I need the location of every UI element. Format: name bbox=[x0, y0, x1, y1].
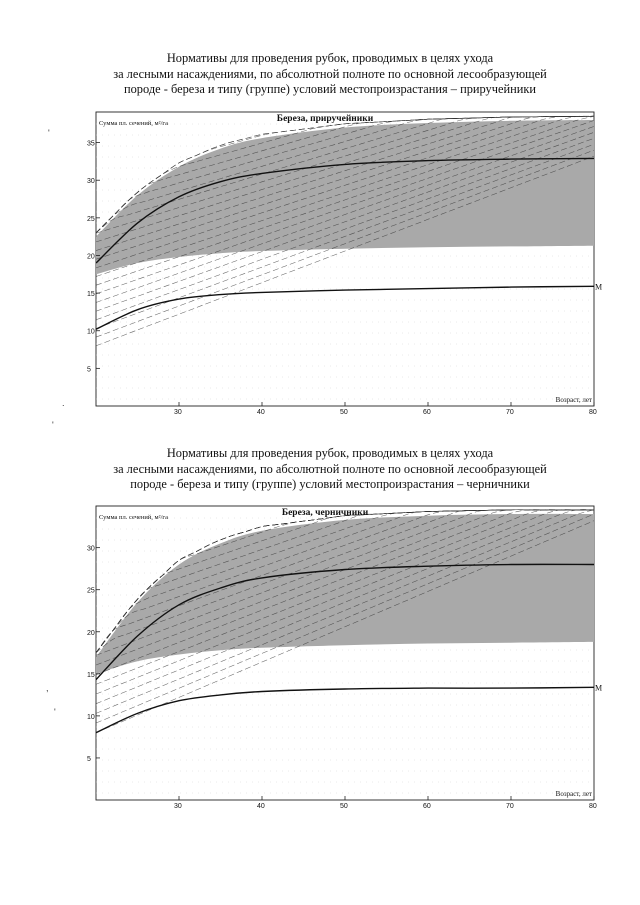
growth-curve-dashed bbox=[96, 509, 594, 675]
x-tick-label: 60 bbox=[423, 803, 431, 809]
x-tick-label: 70 bbox=[506, 409, 514, 415]
chart-2-svg: 5 10 15 20 25 30 30 40 50 60 70 80 М Береза, чернични… bbox=[87, 505, 602, 809]
chart-2-heading: Нормативы для проведения рубок, проводим… bbox=[60, 446, 600, 493]
y-tick-label: 15 bbox=[87, 672, 95, 679]
growth-curve-dashed bbox=[96, 115, 594, 251]
margin-mark: , bbox=[46, 683, 49, 693]
growth-curve-dashed bbox=[96, 126, 594, 303]
y-tick-label: 5 bbox=[87, 756, 91, 763]
y-axis-label: Сумма пл. сечений, м²/га bbox=[99, 514, 168, 521]
growth-curve-dashed bbox=[96, 120, 594, 295]
margin-mark: ' bbox=[54, 707, 56, 717]
x-tick-label: 80 bbox=[589, 409, 597, 415]
x-tick-label: 40 bbox=[257, 803, 265, 809]
stocking-band bbox=[96, 120, 594, 275]
series-minimum-line bbox=[96, 686, 594, 734]
growth-curve-dashed bbox=[96, 149, 594, 338]
growth-curve-dashed bbox=[96, 513, 594, 724]
growth-curve-dashed bbox=[96, 509, 594, 685]
heading-line: Нормативы для проведения рубок, проводим… bbox=[166, 51, 494, 65]
chart-1-svg: 5 10 15 20 25 30 35 30 40 50 60 70 80 М Береза, прируч… bbox=[87, 111, 602, 415]
growth-curve-dashed bbox=[96, 115, 594, 277]
x-tick-label: 50 bbox=[340, 803, 348, 809]
y-tick-label: 15 bbox=[87, 291, 95, 298]
x-tick-label: 30 bbox=[174, 409, 182, 415]
y-axis-label: Сумма пл. сечений, м²/га bbox=[99, 120, 168, 127]
y-tick-label: 5 bbox=[87, 366, 91, 373]
heading-line: породе - береза и типу (группе) условий … bbox=[123, 82, 537, 96]
x-tick-label: 80 bbox=[589, 803, 597, 809]
y-tick-label: 25 bbox=[87, 588, 95, 595]
growth-curve-dashed bbox=[96, 115, 594, 234]
heading-line: Нормативы для проведения рубок, проводим… bbox=[166, 446, 494, 460]
y-tick-label: 35 bbox=[87, 141, 95, 148]
growth-curve-dashed bbox=[96, 509, 594, 653]
growth-curve-dashed bbox=[96, 115, 594, 269]
growth-curve-dashed bbox=[96, 115, 594, 234]
y-tick-label: 10 bbox=[87, 329, 95, 336]
growth-curve-dashed bbox=[96, 509, 594, 653]
x-tick-label: 60 bbox=[423, 409, 431, 415]
series-minimum-line bbox=[96, 285, 594, 330]
margin-mark: ' bbox=[52, 420, 54, 430]
x-axis-label: Возраст, лет bbox=[556, 790, 592, 798]
x-tick-label: 70 bbox=[506, 803, 514, 809]
y-tick-label: 25 bbox=[87, 216, 95, 223]
y-tick-label: 30 bbox=[87, 178, 95, 185]
x-tick-label: 50 bbox=[340, 409, 348, 415]
x-axis-label: Возраст, лет bbox=[556, 396, 592, 404]
chart-1-panel: 5 10 15 20 25 30 35 30 40 50 60 70 80 М Береза, прируч… bbox=[86, 110, 606, 415]
plot-content bbox=[96, 115, 594, 400]
growth-curve-dashed bbox=[96, 143, 594, 329]
margin-mark: . bbox=[62, 398, 65, 408]
growth-curve-dashed bbox=[96, 115, 594, 286]
series-label-minimum: М bbox=[595, 282, 602, 291]
series-optimal-line bbox=[96, 563, 594, 681]
plot-content bbox=[96, 509, 594, 794]
growth-curve-dashed bbox=[96, 138, 594, 321]
chart-title: Береза, приручейники bbox=[277, 113, 374, 124]
heading-line: за лесными насаждениями, по абсолютной п… bbox=[113, 461, 547, 476]
growth-curve-dashed bbox=[96, 155, 594, 347]
heading-line: породе - береза и типу (группе) условий … bbox=[130, 477, 530, 491]
chart-title: Береза, черничники bbox=[282, 508, 369, 518]
growth-curve-dashed bbox=[96, 520, 594, 733]
y-tick-label: 10 bbox=[87, 714, 95, 721]
series-label-minimum: М bbox=[595, 683, 602, 692]
heading-line: за лесными насаждениями, по абсолютной п… bbox=[113, 66, 547, 81]
margin-mark: ' bbox=[48, 128, 50, 138]
x-tick-label: 30 bbox=[174, 803, 182, 809]
chart-2-panel: 5 10 15 20 25 30 30 40 50 60 70 80 М Береза, чернични… bbox=[86, 504, 606, 809]
stocking-band bbox=[96, 513, 594, 674]
chart-1-heading: Нормативы для проведения рубок, проводим… bbox=[60, 51, 600, 98]
growth-curve-dashed bbox=[96, 509, 594, 653]
y-tick-label: 30 bbox=[87, 546, 95, 553]
growth-curve-dashed bbox=[96, 115, 594, 260]
y-tick-label: 20 bbox=[87, 253, 95, 260]
series-optimal-line bbox=[96, 157, 594, 264]
y-tick-label: 20 bbox=[87, 630, 95, 637]
growth-curve-dashed bbox=[96, 132, 594, 312]
x-tick-label: 40 bbox=[257, 409, 265, 415]
